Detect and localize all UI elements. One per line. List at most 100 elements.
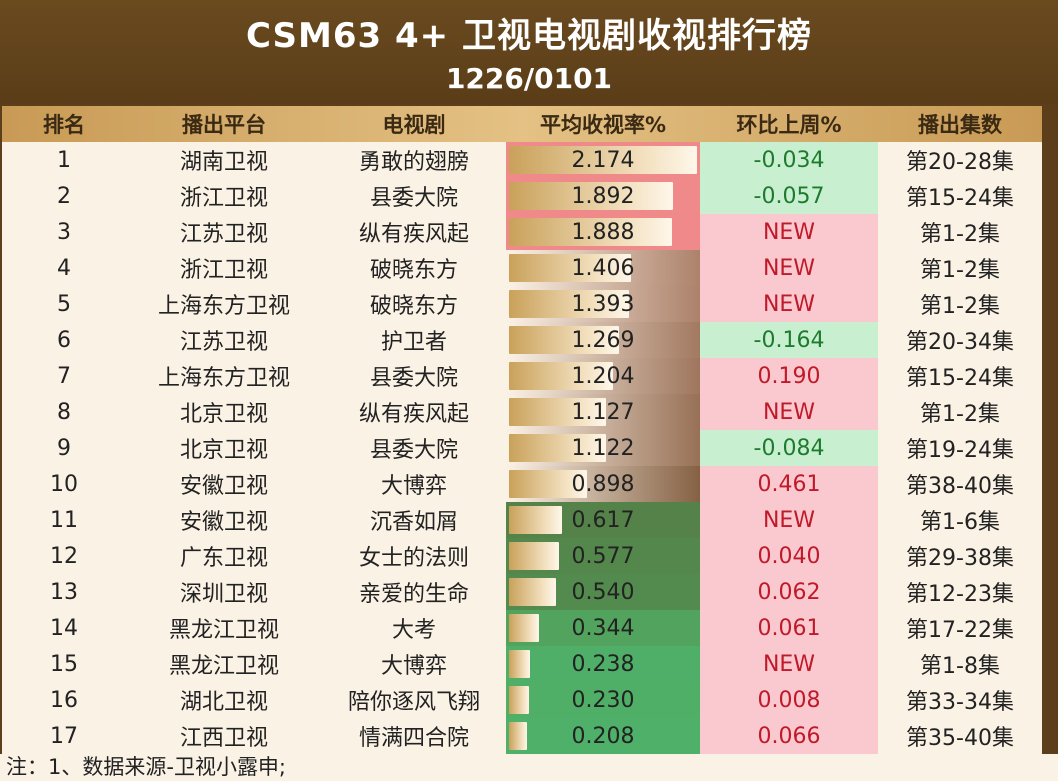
rank-cell: 17	[2, 718, 126, 754]
table-row: 15 黑龙江卫视 大博弈 0.238 NEW 第1-8集	[2, 646, 1042, 682]
rating-value: 1.122	[571, 435, 635, 461]
platform-cell: 黑龙江卫视	[126, 646, 322, 682]
rating-bar	[509, 362, 613, 390]
table-row: 9 北京卫视 县委大院 1.122 -0.084 第19-24集	[2, 430, 1042, 466]
episodes-cell: 第12-23集	[878, 574, 1042, 610]
table-row: 14 黑龙江卫视 大考 0.344 0.061 第17-22集	[2, 610, 1042, 646]
show-cell: 护卫者	[322, 322, 506, 358]
table-body: 1 湖南卫视 勇敢的翅膀 2.174 -0.034 第20-28集 2 浙江卫视 县委大院 1.8…	[2, 142, 1042, 754]
rating-bar	[509, 398, 606, 426]
show-cell: 亲爱的生命	[322, 574, 506, 610]
table-row: 7 上海东方卫视 县委大院 1.204 0.190 第15-24集	[2, 358, 1042, 394]
table-row: 5 上海东方卫视 破晓东方 1.393 NEW 第1-2集	[2, 286, 1042, 322]
platform-cell: 安徽卫视	[126, 466, 322, 502]
rating-value: 1.269	[571, 327, 635, 353]
table-row: 2 浙江卫视 县委大院 1.892 -0.057 第15-24集	[2, 178, 1042, 214]
show-cell: 破晓东方	[322, 250, 506, 286]
platform-cell: 上海东方卫视	[126, 286, 322, 322]
header-platform: 播出平台	[182, 113, 266, 137]
table-row: 1 湖南卫视 勇敢的翅膀 2.174 -0.034 第20-28集	[2, 142, 1042, 178]
rank-cell: 1	[2, 142, 126, 178]
change-cell: 0.008	[700, 682, 878, 718]
episodes-cell: 第33-34集	[878, 682, 1042, 718]
table-row: 16 湖北卫视 陪你逐风飞翔 0.230 0.008 第33-34集	[2, 682, 1042, 718]
platform-cell: 浙江卫视	[126, 178, 322, 214]
date-range: 1226/0101	[445, 62, 613, 95]
platform-cell: 江苏卫视	[126, 214, 322, 250]
footnote: 注：1、数据来源-卫视小露申;	[0, 754, 1058, 781]
platform-cell: 广东卫视	[126, 538, 322, 574]
page-title: CSM63 4+ 卫视电视剧收视排行榜	[245, 16, 813, 56]
rating-cell: 0.344	[506, 610, 700, 646]
episodes-cell: 第1-8集	[878, 646, 1042, 682]
change-cell: NEW	[700, 394, 878, 430]
show-cell: 纵有疾风起	[322, 394, 506, 430]
rating-cell: 1.269	[506, 322, 700, 358]
show-cell: 纵有疾风起	[322, 214, 506, 250]
rating-cell: 0.617	[506, 502, 700, 538]
rating-value: 0.208	[571, 723, 635, 749]
rating-value: 1.892	[571, 183, 635, 209]
platform-cell: 上海东方卫视	[126, 358, 322, 394]
episodes-cell: 第1-2集	[878, 250, 1042, 286]
header-change: 环比上周%	[736, 113, 842, 137]
rating-cell: 1.888	[506, 214, 700, 250]
rating-bar	[509, 218, 672, 246]
rating-cell: 1.892	[506, 178, 700, 214]
change-cell: 0.066	[700, 718, 878, 754]
change-cell: -0.057	[700, 178, 878, 214]
episodes-cell: 第1-2集	[878, 286, 1042, 322]
rank-cell: 12	[2, 538, 126, 574]
change-cell: NEW	[700, 502, 878, 538]
table-header: 排名 播出平台 电视剧 平均收视率% 环比上周% 播出集数	[2, 106, 1042, 142]
platform-cell: 安徽卫视	[126, 502, 322, 538]
rating-value: 1.393	[571, 291, 635, 317]
table-row: 13 深圳卫视 亲爱的生命 0.540 0.062 第12-23集	[2, 574, 1042, 610]
rating-bar	[509, 254, 631, 282]
rating-value: 1.204	[571, 363, 635, 389]
rank-cell: 11	[2, 502, 126, 538]
rank-cell: 4	[2, 250, 126, 286]
show-cell: 陪你逐风飞翔	[322, 682, 506, 718]
change-cell: -0.084	[700, 430, 878, 466]
rating-cell: 1.393	[506, 286, 700, 322]
rating-value: 0.577	[571, 543, 635, 569]
show-cell: 勇敢的翅膀	[322, 142, 506, 178]
change-cell: NEW	[700, 286, 878, 322]
rating-cell: 0.208	[506, 718, 700, 754]
show-cell: 女士的法则	[322, 538, 506, 574]
rating-cell: 0.238	[506, 646, 700, 682]
show-cell: 沉香如屑	[322, 502, 506, 538]
episodes-cell: 第1-6集	[878, 502, 1042, 538]
rating-value: 0.617	[571, 507, 635, 533]
episodes-cell: 第20-34集	[878, 322, 1042, 358]
rank-cell: 9	[2, 430, 126, 466]
right-border	[1042, 104, 1058, 754]
rank-cell: 15	[2, 646, 126, 682]
header-rating: 平均收视率%	[539, 113, 667, 137]
rating-bar	[509, 290, 629, 318]
change-cell: NEW	[700, 214, 878, 250]
rating-bar	[509, 506, 562, 534]
platform-cell: 湖北卫视	[126, 682, 322, 718]
rating-bar	[509, 542, 559, 570]
episodes-cell: 第20-28集	[878, 142, 1042, 178]
show-cell: 县委大院	[322, 430, 506, 466]
rank-cell: 5	[2, 286, 126, 322]
table-row: 3 江苏卫视 纵有疾风起 1.888 NEW 第1-2集	[2, 214, 1042, 250]
show-cell: 县委大院	[322, 358, 506, 394]
change-cell: NEW	[700, 646, 878, 682]
episodes-cell: 第29-38集	[878, 538, 1042, 574]
rating-cell: 1.406	[506, 250, 700, 286]
rating-cell: 0.898	[506, 466, 700, 502]
rating-bar	[509, 686, 529, 714]
rating-bar	[509, 722, 527, 750]
rating-bar	[509, 578, 556, 606]
table-row: 17 江西卫视 情满四合院 0.208 0.066 第35-40集	[2, 718, 1042, 754]
platform-cell: 深圳卫视	[126, 574, 322, 610]
rank-cell: 13	[2, 574, 126, 610]
platform-cell: 江苏卫视	[126, 322, 322, 358]
rating-value: 0.344	[571, 615, 635, 641]
rating-cell: 0.577	[506, 538, 700, 574]
